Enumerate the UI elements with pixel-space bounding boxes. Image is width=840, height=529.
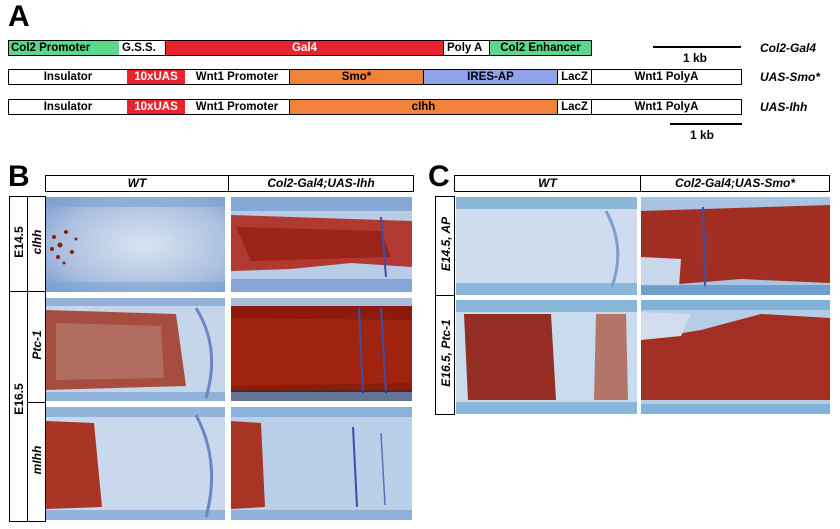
construct-name-col2-gal4: Col2-Gal4: [760, 41, 817, 55]
segment-wnt1-promoter: Wnt1 Promoter: [195, 101, 279, 113]
probe-label-mihh: mIhh: [30, 445, 44, 475]
scale-bar-2-label: 1 kb: [690, 128, 715, 142]
probe-label-cihh: cIhh: [30, 229, 44, 255]
stage-box-e16-5: E16.5: [9, 291, 28, 522]
segment-lacz: LacZ: [557, 70, 591, 84]
stage-label-e14-5: E14.5: [12, 226, 26, 258]
segment-poly-a: Poly A: [443, 41, 489, 55]
segment-wnt1-polya: Wnt1 PolyA: [591, 100, 741, 114]
construct-name-uas-ihh: UAS-Ihh: [760, 100, 808, 114]
scale-bar-2-line: [670, 123, 742, 125]
scale-bar-1-label: 1 kb: [683, 51, 708, 65]
micrograph-b-ihh-e16-ptc1: [231, 298, 412, 401]
panel-c-header-wt: WT: [454, 175, 641, 192]
segment-wnt1-promoter: Wnt1 Promoter: [195, 71, 279, 83]
scale-bar-1-line: [653, 46, 741, 48]
panel-c-letter: C: [428, 160, 450, 193]
segment-gal4: Gal4: [165, 41, 443, 55]
stage-box-e14-5: E14.5: [9, 196, 28, 292]
uas-ihh-construct-map: Insulator 10xUAS Wnt1 Promoter cIhh LacZ…: [8, 99, 742, 115]
row-label-e16-ptc1: E16.5, Ptc-1: [439, 319, 453, 387]
probe-box-cihh: cIhh: [27, 196, 46, 292]
micrograph-c-wt-e14-ap: [456, 197, 637, 295]
stage-label-e16-5: E16.5: [12, 383, 26, 415]
row-label-e14-ap: E14.5, AP: [439, 216, 453, 272]
uas-smo-construct-map: Insulator 10xUAS Wnt1 Promoter Smo* IRES…: [8, 69, 742, 85]
panel-c-header-smo: Col2-Gal4;UAS-Smo*: [640, 175, 830, 192]
panel-b-letter: B: [8, 160, 30, 193]
segment-ires-ap: IRES-AP: [423, 70, 557, 84]
segment-10xuas: 10xUAS: [127, 70, 185, 84]
segment-smo: Smo*: [289, 70, 423, 84]
probe-box-ptc1: Ptc-1: [27, 291, 46, 403]
segment-10xuas: 10xUAS: [127, 100, 185, 114]
micrograph-b-wt-e16-mihh: [46, 407, 225, 520]
probe-box-mihh: mIhh: [27, 402, 46, 522]
construct-name-uas-smo: UAS-Smo*: [760, 70, 821, 84]
segment-lacz: LacZ: [557, 100, 591, 114]
segment-wnt1-polya: Wnt1 PolyA: [591, 70, 741, 84]
segment-gss: G.S.S.: [122, 42, 156, 54]
segment-insulator: Insulator: [43, 71, 93, 83]
micrograph-b-ihh-e14-cihh: [231, 197, 412, 292]
panel-b-header-wt: WT: [45, 175, 229, 192]
panel-b-header-ihh: Col2-Gal4;UAS-Ihh: [228, 175, 414, 192]
micrograph-b-ihh-e16-mihh: [231, 407, 412, 520]
micrograph-c-smo-e14-ap: [641, 197, 830, 295]
row-box-e14-ap: E14.5, AP: [435, 196, 455, 296]
segment-insulator: Insulator: [43, 101, 93, 113]
probe-label-ptc1: Ptc-1: [30, 330, 44, 360]
segment-cihh: cIhh: [289, 100, 557, 114]
segment-col2-enhancer: Col2 Enhancer: [489, 41, 591, 55]
micrograph-b-wt-e16-ptc1: [46, 298, 225, 401]
panel-a-letter: A: [8, 0, 30, 33]
col2-gal4-construct-map: Col2 Promoter G.S.S. Gal4 Poly A Col2 En…: [8, 40, 592, 56]
micrograph-b-wt-e14-cihh: [46, 197, 225, 292]
segment-col2-promoter: Col2 Promoter: [9, 41, 119, 55]
micrograph-c-wt-e16-ptc1: [456, 300, 637, 414]
micrograph-c-smo-e16-ptc1: [641, 300, 830, 414]
row-box-e16-ptc1: E16.5, Ptc-1: [435, 295, 455, 415]
